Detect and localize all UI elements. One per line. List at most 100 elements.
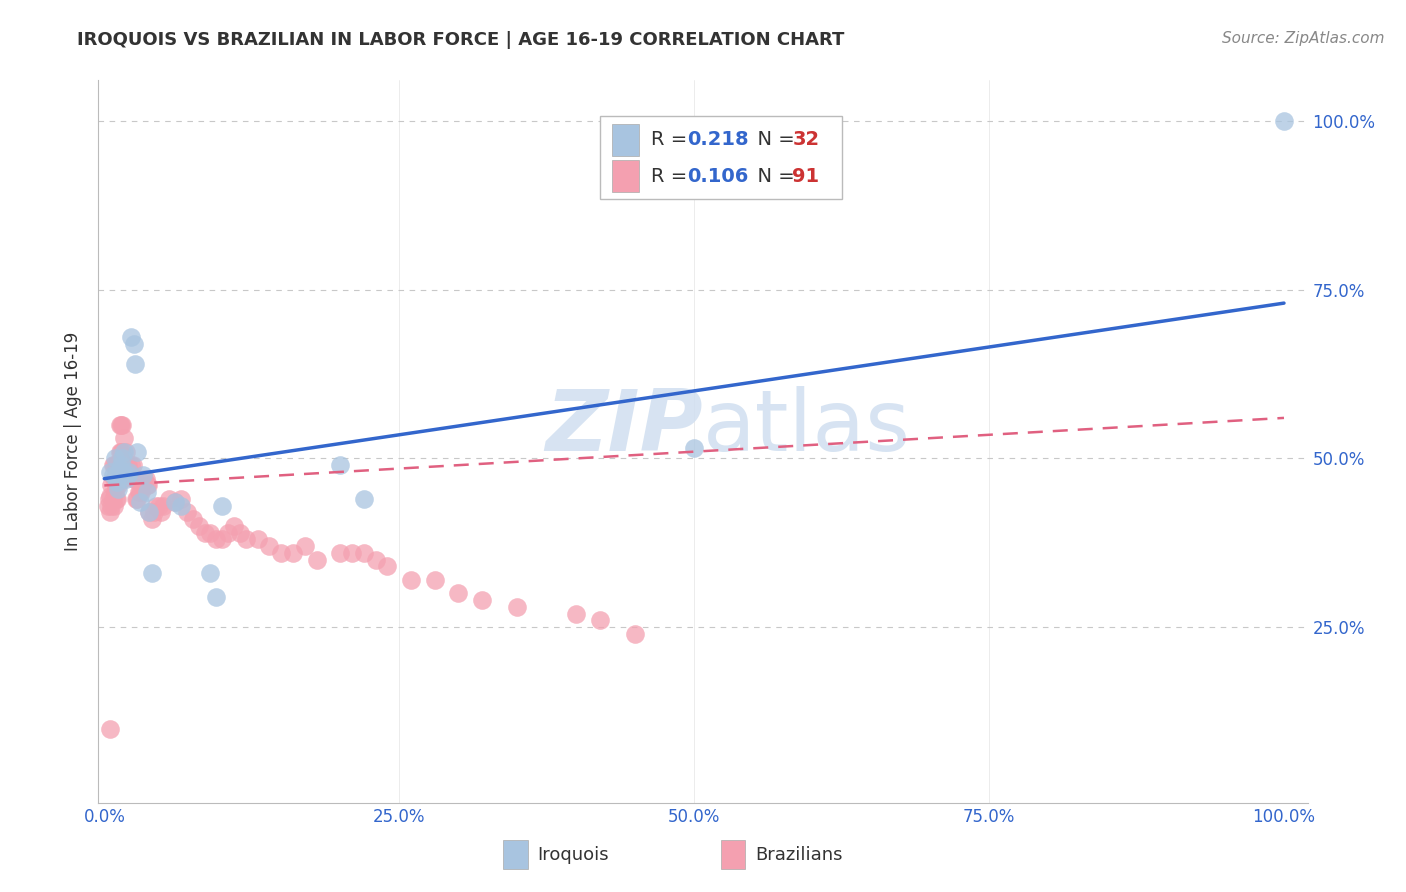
Point [157, 491, 180, 506]
Point [270, 546, 292, 560]
Point [305, 552, 328, 566]
Point [112, 465, 135, 479]
Point [98, 505, 121, 519]
Point [120, 465, 142, 479]
Point [112, 451, 135, 466]
Point [200, 566, 222, 581]
Point [187, 519, 209, 533]
Text: Iroquois: Iroquois [537, 846, 609, 863]
Point [165, 495, 187, 509]
Point [128, 495, 150, 509]
Point [114, 465, 136, 479]
Point [111, 417, 134, 432]
Point [259, 539, 281, 553]
Point [1272, 113, 1295, 128]
Text: Source: ZipAtlas.com: Source: ZipAtlas.com [1222, 31, 1385, 46]
Point [149, 505, 172, 519]
Point [200, 525, 222, 540]
Point [181, 512, 204, 526]
FancyBboxPatch shape [503, 840, 527, 870]
Point [138, 505, 160, 519]
Point [128, 485, 150, 500]
Text: 0.106: 0.106 [688, 167, 748, 186]
Point [104, 472, 127, 486]
Point [152, 499, 174, 513]
Point [108, 417, 131, 432]
Point [353, 491, 375, 506]
Text: atlas: atlas [703, 385, 911, 468]
Point [114, 444, 136, 458]
Point [281, 546, 304, 560]
Point [121, 458, 143, 472]
Point [112, 472, 135, 486]
Point [122, 472, 145, 486]
Point [112, 458, 135, 472]
FancyBboxPatch shape [613, 124, 638, 155]
Point [194, 525, 217, 540]
Point [142, 505, 165, 519]
Point [447, 586, 470, 600]
Point [104, 485, 127, 500]
Point [131, 478, 153, 492]
Point [115, 458, 138, 472]
Point [111, 444, 134, 458]
Point [104, 451, 127, 466]
Point [105, 491, 128, 506]
Point [364, 552, 387, 566]
Text: N =: N = [745, 130, 801, 149]
Point [138, 505, 160, 519]
Point [101, 458, 124, 472]
Point [229, 525, 252, 540]
Point [135, 472, 157, 486]
Point [135, 485, 157, 500]
Point [136, 478, 159, 492]
Point [101, 468, 124, 483]
Point [97, 499, 120, 513]
Text: Brazilians: Brazilians [755, 846, 842, 863]
Point [103, 472, 125, 486]
Point [135, 478, 157, 492]
Point [111, 451, 134, 466]
Point [120, 458, 142, 472]
Point [110, 444, 132, 458]
Point [329, 458, 352, 472]
Point [118, 465, 141, 479]
Point [176, 505, 198, 519]
FancyBboxPatch shape [613, 161, 638, 192]
Point [624, 627, 647, 641]
Point [105, 458, 128, 472]
Point [103, 458, 125, 472]
Point [211, 499, 233, 513]
Point [294, 539, 316, 553]
Point [105, 458, 128, 472]
Point [101, 491, 124, 506]
Point [117, 458, 139, 472]
Point [127, 444, 149, 458]
Point [107, 482, 129, 496]
Point [112, 431, 135, 445]
Point [112, 444, 135, 458]
Text: IROQUOIS VS BRAZILIAN IN LABOR FORCE | AGE 16-19 CORRELATION CHART: IROQUOIS VS BRAZILIAN IN LABOR FORCE | A… [77, 31, 845, 49]
Point [124, 472, 146, 486]
Point [329, 546, 352, 560]
Text: R =: R = [651, 130, 693, 149]
Point [125, 491, 148, 506]
Point [589, 614, 612, 628]
Point [98, 722, 121, 736]
Point [141, 566, 163, 581]
Point [211, 533, 233, 547]
FancyBboxPatch shape [600, 117, 842, 200]
Text: R =: R = [651, 167, 693, 186]
Point [118, 465, 141, 479]
Point [114, 472, 136, 486]
Point [108, 444, 131, 458]
Point [98, 465, 121, 479]
Point [122, 336, 145, 351]
Point [105, 475, 128, 489]
Point [353, 546, 375, 560]
Point [105, 478, 128, 492]
Point [205, 590, 228, 604]
Point [128, 485, 150, 500]
Point [148, 499, 170, 513]
Point [124, 357, 146, 371]
